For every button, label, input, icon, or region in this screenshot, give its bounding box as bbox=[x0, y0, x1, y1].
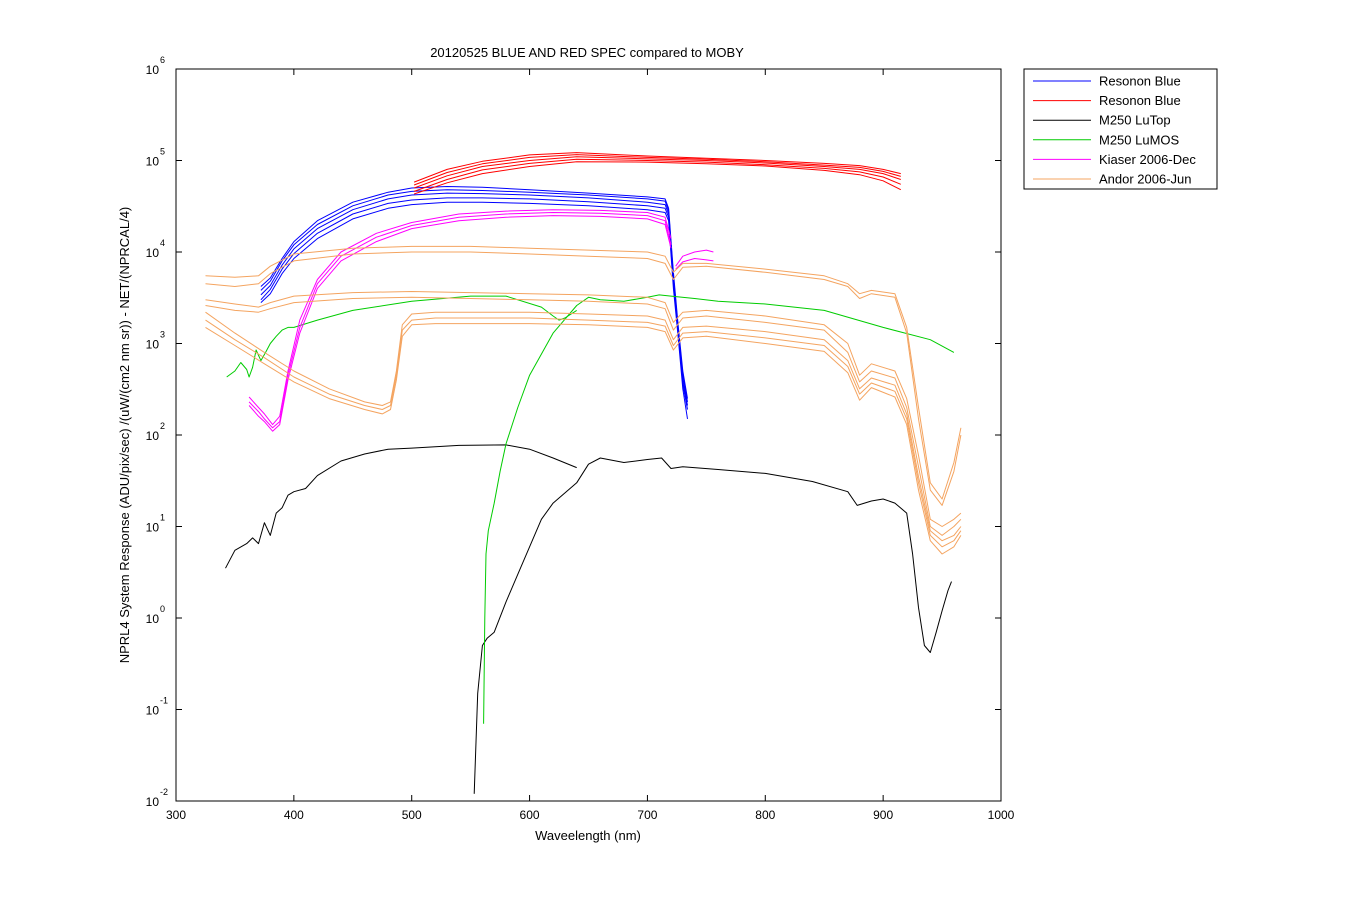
y-tick-label-7: 105 bbox=[146, 147, 165, 169]
y-tick-exp-3: 1 bbox=[160, 513, 165, 523]
series-4-line-4 bbox=[675, 258, 714, 270]
y-tick-label-2: 100 bbox=[146, 604, 165, 626]
legend-label-0: Resonon Blue bbox=[1099, 74, 1181, 89]
series-3 bbox=[226, 294, 955, 724]
y-tick-base-7: 10 bbox=[146, 155, 160, 169]
series-4-line-0 bbox=[248, 209, 672, 426]
y-tick-exp-4: 2 bbox=[160, 421, 165, 431]
series-5-line-0 bbox=[205, 245, 962, 500]
y-tick-exp-6: 4 bbox=[160, 238, 165, 248]
x-axis-label: Waveelength (nm) bbox=[535, 828, 641, 843]
y-tick-base-5: 10 bbox=[146, 338, 160, 352]
y-tick-exp-1: -1 bbox=[160, 696, 168, 706]
series-4-line-3 bbox=[675, 249, 714, 267]
y-tick-exp-2: 0 bbox=[160, 604, 165, 614]
series-1-line-2 bbox=[413, 156, 901, 189]
y-tick-label-3: 101 bbox=[146, 513, 165, 535]
x-tick-label-2: 500 bbox=[402, 808, 422, 822]
chart-title: 20120525 BLUE AND RED SPEC compared to M… bbox=[430, 45, 744, 60]
y-tick-label-8: 106 bbox=[146, 55, 165, 77]
legend-label-2: M250 LuTop bbox=[1099, 113, 1171, 128]
series-2-line-0 bbox=[225, 444, 577, 569]
series-1-line-0 bbox=[413, 152, 901, 183]
y-axis-label: NPRL4 System Response (ADU/pix/sec) /(uW… bbox=[117, 207, 132, 664]
series-5-line-2 bbox=[205, 291, 962, 527]
series-0-line-2 bbox=[260, 192, 688, 406]
y-tick-exp-8: 6 bbox=[160, 55, 165, 65]
series-2-line-1 bbox=[473, 457, 952, 794]
series-5-line-3 bbox=[205, 296, 962, 536]
series-0-line-3 bbox=[260, 197, 688, 410]
x-tick-label-1: 400 bbox=[284, 808, 304, 822]
series-0-line-4 bbox=[260, 201, 688, 419]
legend-box bbox=[1023, 68, 1218, 190]
series-3-line-0 bbox=[226, 295, 577, 378]
y-tick-exp-0: -2 bbox=[160, 787, 168, 797]
y-tick-label-4: 102 bbox=[146, 421, 165, 443]
series-5-line-1 bbox=[205, 251, 962, 506]
y-tick-label-0: 10-2 bbox=[146, 787, 168, 809]
series-5-line-6 bbox=[205, 323, 962, 555]
series-5 bbox=[205, 245, 962, 555]
x-tick-label-5: 800 bbox=[755, 808, 775, 822]
x-tick-label-6: 900 bbox=[873, 808, 893, 822]
series-4-line-1 bbox=[248, 212, 672, 429]
x-axis: 300 400 500 600 700 800 900 1000 bbox=[166, 69, 1015, 822]
x-tick-label-0: 300 bbox=[166, 808, 186, 822]
series-1-line-4 bbox=[413, 161, 902, 195]
series-3-line-1 bbox=[483, 294, 955, 724]
y-tick-base-1: 10 bbox=[146, 704, 160, 718]
series-5-line-4 bbox=[205, 311, 962, 542]
legend-label-4: Kiaser 2006-Dec bbox=[1099, 152, 1196, 167]
series-layer bbox=[205, 152, 962, 794]
y-tick-label-6: 104 bbox=[146, 238, 165, 260]
series-1 bbox=[413, 152, 902, 195]
series-1-line-3 bbox=[413, 158, 901, 192]
y-tick-base-4: 10 bbox=[146, 429, 160, 443]
y-tick-label-5: 103 bbox=[146, 330, 165, 352]
y-tick-base-6: 10 bbox=[146, 246, 160, 260]
y-tick-exp-5: 3 bbox=[160, 330, 165, 340]
x-tick-label-7: 1000 bbox=[988, 808, 1015, 822]
y-tick-base-0: 10 bbox=[146, 795, 160, 809]
series-5-line-5 bbox=[205, 317, 962, 548]
legend: Resonon Blue Resonon Blue M250 LuTop M250 L… bbox=[1023, 68, 1218, 190]
legend-label-3: M250 LuMOS bbox=[1099, 132, 1180, 147]
series-2 bbox=[225, 444, 952, 794]
y-tick-base-8: 10 bbox=[146, 63, 160, 77]
series-1-line-1 bbox=[413, 154, 901, 186]
series-4 bbox=[248, 209, 714, 432]
series-4-line-2 bbox=[248, 215, 672, 432]
y-tick-label-1: 10-1 bbox=[146, 696, 168, 718]
y-tick-base-3: 10 bbox=[146, 521, 160, 535]
legend-label-5: Andor 2006-Jun bbox=[1099, 172, 1192, 187]
legend-label-1: Resonon Blue bbox=[1099, 93, 1181, 108]
y-tick-base-2: 10 bbox=[146, 612, 160, 626]
y-tick-exp-7: 5 bbox=[160, 147, 165, 157]
x-tick-label-3: 600 bbox=[520, 808, 540, 822]
x-tick-label-4: 700 bbox=[637, 808, 657, 822]
